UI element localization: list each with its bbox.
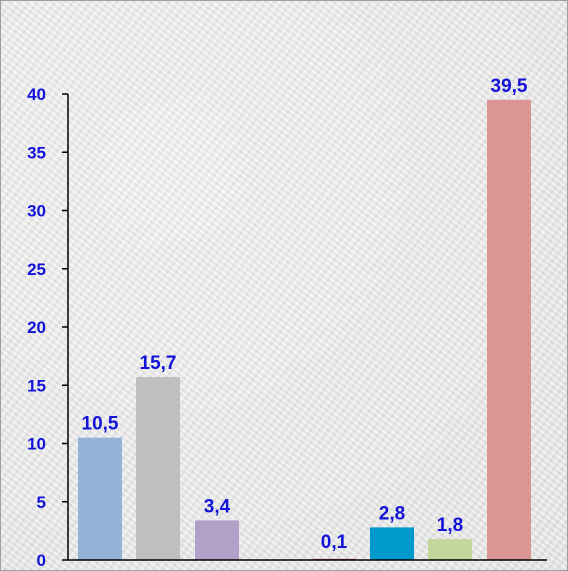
data-label: 39,5	[491, 76, 528, 97]
data-label: 2,8	[379, 503, 405, 524]
data-label: 1,8	[437, 515, 463, 536]
y-tick-label: 40	[27, 85, 46, 104]
data-label: 10,5	[82, 414, 119, 435]
y-tick-label: 30	[27, 202, 46, 221]
data-label: 3,4	[204, 496, 231, 517]
data-labels: 10,5 15,7 3,4 0,1 2,8 1,8 39,5	[82, 76, 528, 553]
data-label: 15,7	[140, 353, 177, 374]
bar	[428, 539, 472, 560]
y-tick-label: 20	[27, 318, 46, 337]
bar	[136, 377, 180, 560]
y-axis-ticks: 0 5 10 15 20 25 30 35 40	[27, 85, 68, 570]
y-tick-label: 35	[27, 143, 46, 162]
bar	[487, 99, 531, 560]
bar	[195, 520, 239, 560]
bar	[78, 437, 122, 560]
data-label: 0,1	[321, 532, 348, 553]
y-tick-label: 10	[27, 435, 46, 454]
y-tick-label: 15	[27, 376, 46, 395]
y-tick-label: 5	[37, 493, 46, 512]
bar	[370, 527, 414, 560]
y-tick-label: 25	[27, 260, 46, 279]
y-tick-label: 0	[37, 551, 46, 570]
bars	[78, 99, 531, 560]
